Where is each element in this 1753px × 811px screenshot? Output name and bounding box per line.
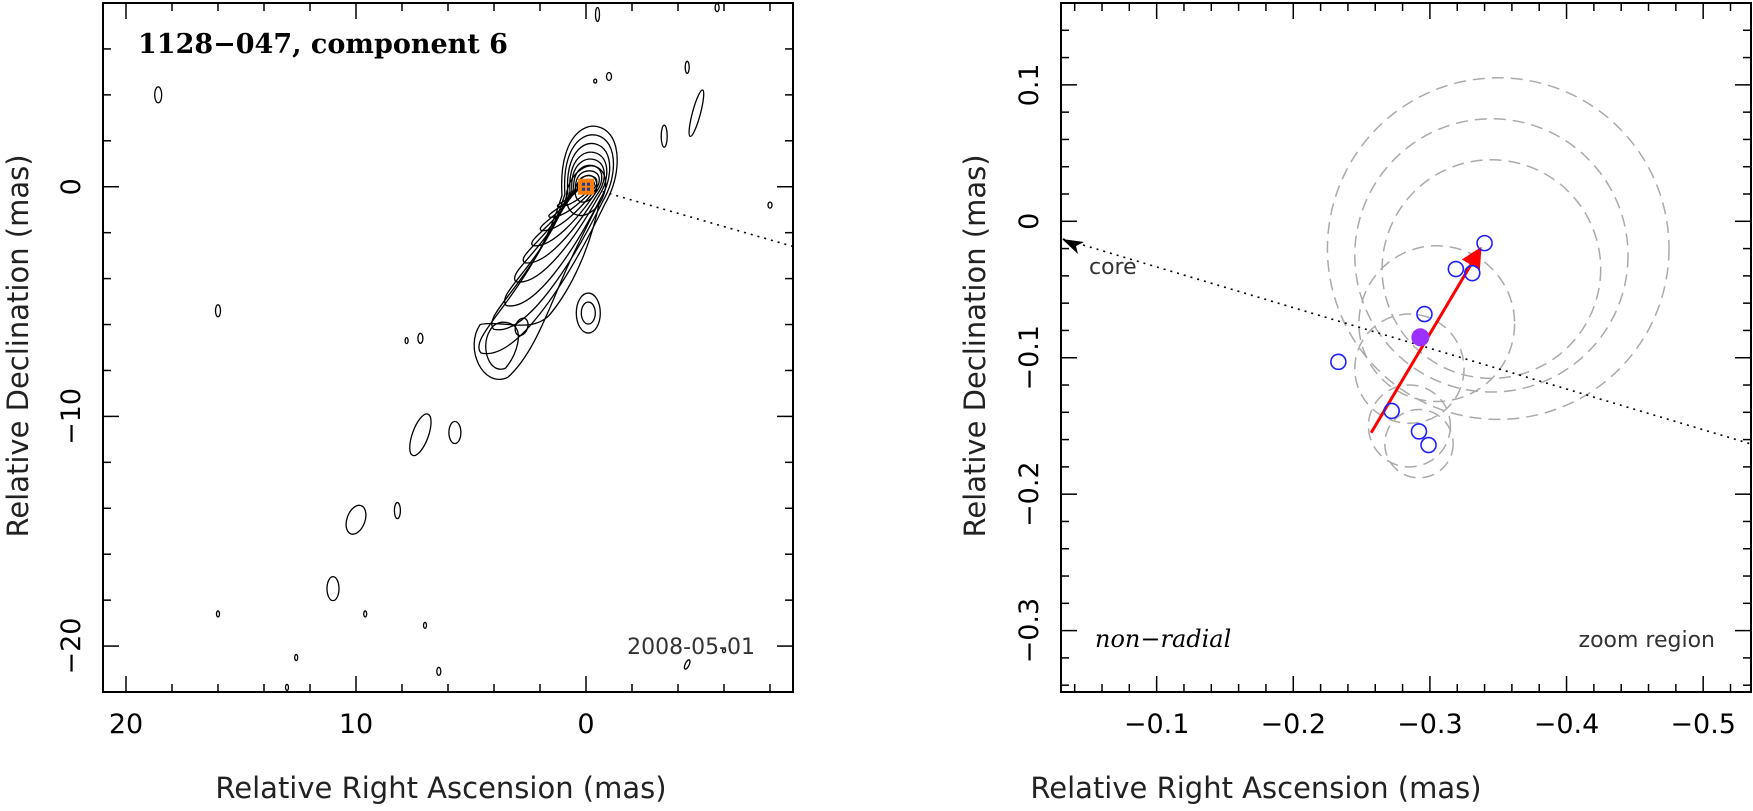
x-tick-label: −0.3 [1397, 709, 1463, 740]
x-tick-label: −0.2 [1260, 709, 1326, 740]
contour-line [683, 659, 691, 670]
contour-line [539, 170, 600, 232]
contour-line [491, 134, 615, 331]
contour-line [363, 610, 368, 618]
contour-line [294, 653, 299, 662]
contour-line [485, 321, 519, 370]
component-positions [1330, 234, 1493, 454]
contour-line [565, 165, 607, 217]
contour-line [688, 89, 705, 138]
right-plot-frame [1060, 2, 1752, 693]
y-tick-label: −20 [56, 618, 87, 675]
contour-line [214, 304, 222, 318]
component-position-point [1330, 353, 1347, 371]
contour-line [448, 420, 462, 445]
contour-line [215, 610, 221, 618]
left-plot-frame [102, 2, 794, 693]
contour-line [767, 201, 773, 209]
radio-contours [154, 2, 773, 692]
motion-type-label: non−radial [1095, 625, 1231, 653]
y-tick-label: −0.2 [1014, 461, 1045, 527]
x-tick-label: 20 [109, 709, 143, 740]
contour-line [404, 336, 409, 345]
y-tick-label: 0 [56, 178, 87, 195]
marker-dot [582, 187, 585, 191]
contour-line [345, 504, 367, 535]
x-tick-label: −0.4 [1534, 709, 1600, 740]
x-tick-label: 0 [577, 709, 594, 740]
y-tick-label: 0 [1014, 213, 1045, 230]
uncertainty-circle [1326, 77, 1670, 421]
component-marker [578, 178, 594, 195]
left-y-axis-label: Relative Declination (mas) [1, 154, 35, 537]
contour-line [513, 151, 608, 283]
contour-line [478, 125, 618, 355]
contour-line [660, 124, 668, 148]
component-position-point [1476, 234, 1493, 252]
core-direction-line [595, 188, 794, 248]
uncertainty-circle [1354, 313, 1465, 425]
uncertainty-circle [1367, 384, 1452, 468]
contour-line [531, 164, 603, 247]
right-y-axis-label: Relative Declination (mas) [958, 154, 992, 537]
component-position-point [1383, 402, 1400, 420]
uncertainty-circles [1326, 77, 1670, 479]
contour-line [284, 683, 290, 692]
contour-line [594, 6, 601, 23]
y-tick-label: −0.3 [1014, 598, 1045, 664]
component-position-point [1416, 305, 1433, 323]
contour-line [514, 317, 529, 337]
contour-line [575, 292, 601, 334]
y-tick-label: −10 [56, 388, 87, 445]
contour-line [326, 576, 340, 602]
contour-line [503, 142, 611, 307]
uncertainty-circle [1384, 408, 1454, 479]
x-tick-label: −0.5 [1670, 709, 1736, 740]
component-position-point [1420, 436, 1437, 454]
uncertainty-circle [1354, 118, 1629, 393]
x-tick-label: 10 [339, 709, 373, 740]
contour-line [574, 174, 598, 203]
core-arrowhead [1062, 239, 1084, 255]
component-position-point [1463, 264, 1481, 282]
uncertainty-circle [1358, 244, 1516, 403]
marker-square [578, 178, 594, 195]
x-tick-label: −0.1 [1124, 709, 1190, 740]
y-tick-label: 0.1 [1014, 63, 1045, 106]
contour-line [473, 200, 601, 380]
marker-dot [587, 182, 590, 186]
contour-line [593, 78, 598, 84]
contour-line [605, 71, 613, 82]
left-axis-ticks: 20 10 0 0 −10 −20 [56, 3, 793, 740]
left-x-axis-label: Relative Right Ascension (mas) [215, 771, 666, 805]
contour-line [409, 413, 432, 457]
contour-line [417, 332, 424, 344]
zoom-region-panel: −0.1 −0.2 −0.3 −0.4 −0.5 0.1 0 −0.1 −0.2 −0.3 cor… [958, 2, 1752, 805]
core-label: core [1089, 255, 1137, 280]
contour-line [436, 666, 442, 676]
contour-line [721, 648, 727, 654]
right-axis-ticks: −0.1 −0.2 −0.3 −0.4 −0.5 0.1 0 −0.1 −0.2 −0.3 [1014, 3, 1751, 740]
contour-line [580, 301, 596, 325]
marker-dot [582, 182, 585, 186]
component-position-point [1447, 260, 1465, 278]
contour-line [422, 621, 428, 630]
right-x-axis-label: Relative Right Ascension (mas) [1030, 771, 1481, 805]
mean-position-point [1411, 328, 1430, 347]
left-epoch-label: 2008-05-01 [627, 635, 755, 660]
contour-line [684, 60, 690, 74]
left-title: 1128−047, component 6 [138, 29, 508, 60]
contour-line [154, 86, 163, 104]
component-position-point [1410, 423, 1428, 440]
marker-dot [587, 187, 590, 191]
y-tick-label: −0.1 [1014, 325, 1045, 391]
contour-line [714, 2, 720, 13]
contour-line [393, 501, 402, 520]
zoom-region-label: zoom region [1579, 628, 1715, 653]
contour-map-panel: 20 10 0 0 −10 −20 1128−047, component 6 2008-… [1, 2, 794, 805]
core-direction-line [1062, 238, 1751, 445]
contour-line [522, 158, 605, 264]
